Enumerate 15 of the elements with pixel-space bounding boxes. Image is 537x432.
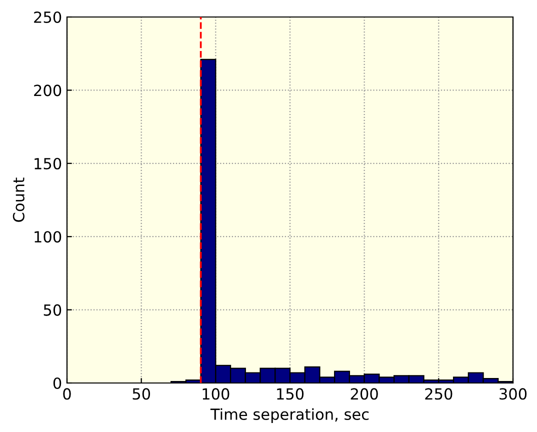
y-tick-label: 250	[34, 11, 62, 24]
y-tick-label: 0	[53, 377, 62, 390]
y-tick-label: 200	[34, 84, 62, 96]
y-tick-label: 100	[34, 231, 62, 243]
x-tick-label: 50	[132, 388, 150, 400]
x-tick-label: 300	[500, 388, 527, 400]
y-tick-label: 150	[34, 158, 62, 170]
x-axis-title: Time seperation, sec	[210, 408, 369, 423]
x-tick-label: 200	[350, 388, 378, 400]
x-tick-label: 100	[202, 388, 230, 400]
y-tick-label: 50	[44, 304, 62, 316]
y-axis-title: Count	[12, 178, 24, 222]
x-tick-label: 0	[63, 388, 71, 400]
x-tick-label: 250	[425, 388, 452, 400]
x-tick-label: 150	[277, 388, 304, 400]
